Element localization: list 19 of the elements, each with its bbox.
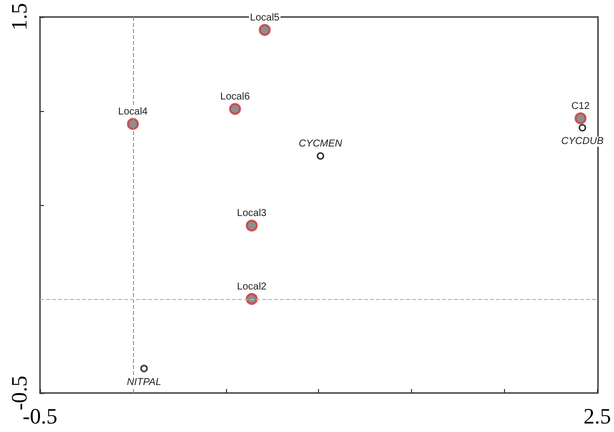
point bbox=[229, 102, 242, 115]
annotation: Local5 bbox=[250, 12, 280, 24]
point bbox=[258, 24, 271, 36]
annotation: Local4 bbox=[118, 106, 148, 118]
annotation: C12 bbox=[571, 100, 590, 112]
annotation: CYCMEN bbox=[298, 138, 343, 150]
annotation: Local3 bbox=[237, 208, 267, 220]
point bbox=[578, 124, 586, 132]
annotation: CYCDUB bbox=[561, 136, 604, 148]
point bbox=[316, 152, 324, 160]
point bbox=[246, 292, 258, 305]
point bbox=[246, 220, 258, 232]
point bbox=[140, 364, 148, 372]
point bbox=[574, 112, 587, 124]
annotation: Local2 bbox=[237, 281, 267, 292]
x-tick-label: 2.5 bbox=[584, 404, 611, 428]
annotation: Local6 bbox=[220, 91, 250, 102]
annotation: NITPAL bbox=[126, 377, 162, 388]
y-tick-label: 1.5 bbox=[6, 3, 32, 30]
